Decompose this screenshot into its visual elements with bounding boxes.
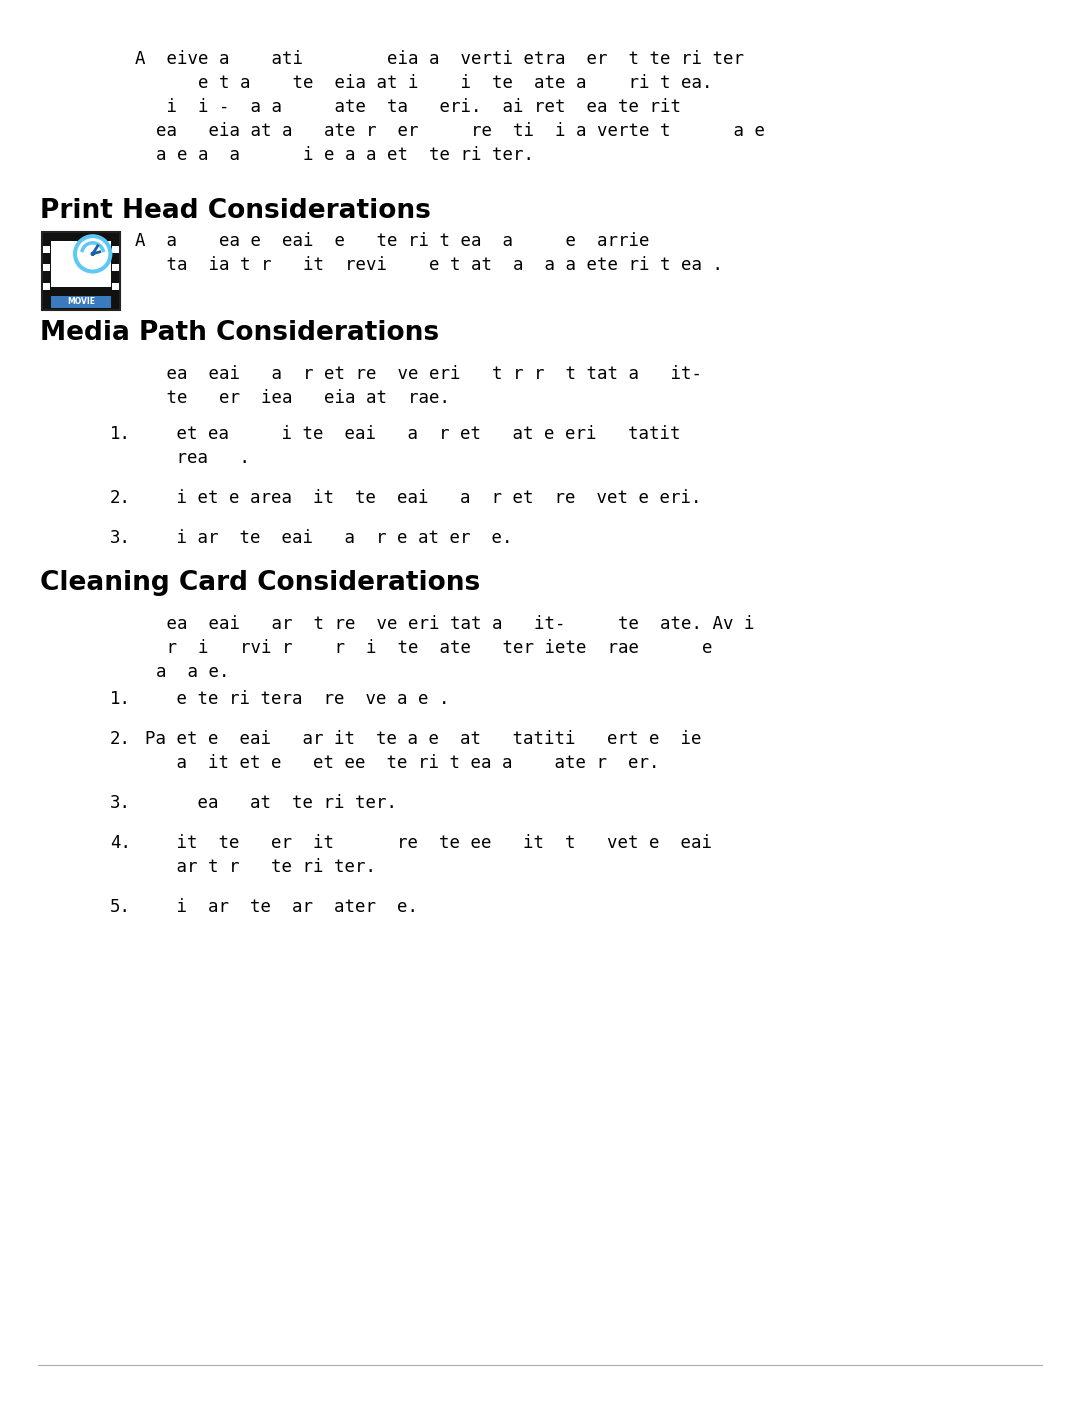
Text: 5.: 5. [110,898,131,916]
Text: 1.: 1. [110,425,131,443]
Text: i  i -  a a     ate  ta   eri.  ai ret  ea te rit: i i - a a ate ta eri. ai ret ea te rit [135,97,681,116]
FancyBboxPatch shape [43,246,50,253]
Text: 3.: 3. [110,794,131,812]
Text: it  te   er  it      re  te ee   it  t   vet e  eai: it te er it re te ee it t vet e eai [145,834,712,851]
Text: a  it et e   et ee  te ri t ea a    ate r  er.: a it et e et ee te ri t ea a ate r er. [145,754,660,772]
Text: i  ar  te  ar  ater  e.: i ar te ar ater e. [145,898,418,916]
Circle shape [73,234,111,273]
Text: te   er  iea   eia at  rae.: te er iea eia at rae. [135,388,450,407]
FancyBboxPatch shape [42,232,120,311]
Text: i et e area  it  te  eai   a  r et  re  vet e eri.: i et e area it te eai a r et re vet e er… [145,489,702,507]
Text: Media Path Considerations: Media Path Considerations [40,321,440,346]
Text: ea  eai   ar  t re  ve eri tat a   it-     te  ate. Av i: ea eai ar t re ve eri tat a it- te ate. … [135,616,755,633]
Text: e t a    te  eia at i    i  te  ate a    ri t ea.: e t a te eia at i i te ate a ri t ea. [135,73,713,92]
Text: 2.: 2. [110,730,131,748]
Text: Pa et e  eai   ar it  te a e  at   tatiti   ert e  ie: Pa et e eai ar it te a e at tatiti ert e… [145,730,702,748]
Circle shape [91,253,94,256]
Text: ta  ia t r   it  revi    e t at  a  a a ete ri t ea .: ta ia t r it revi e t at a a a ete ri t … [135,256,723,274]
FancyBboxPatch shape [51,241,111,287]
Text: r  i   rvi r    r  i  te  ate   ter iete  rae      e: r i rvi r r i te ate ter iete rae e [135,640,713,657]
Text: Cleaning Card Considerations: Cleaning Card Considerations [40,570,481,596]
Text: et ea     i te  eai   a  r et   at e eri   tatit: et ea i te eai a r et at e eri tatit [145,425,680,443]
Circle shape [78,239,108,268]
Text: A  eive a    ati        eia a  verti etra  er  t te ri ter: A eive a ati eia a verti etra er t te ri… [135,49,744,68]
Text: Print Head Considerations: Print Head Considerations [40,198,431,225]
FancyBboxPatch shape [112,282,119,289]
Text: e te ri tera  re  ve a e .: e te ri tera re ve a e . [145,690,449,707]
Text: ea  eai   a  r et re  ve eri   t r r  t tat a   it-: ea eai a r et re ve eri t r r t tat a it… [135,364,702,383]
FancyBboxPatch shape [112,264,119,271]
Text: 3.: 3. [110,530,131,546]
Text: MOVIE: MOVIE [67,298,95,306]
Text: A  a    ea e  eai  e   te ri t ea  a     e  arrie: A a ea e eai e te ri t ea a e arrie [135,232,649,250]
FancyBboxPatch shape [43,282,50,289]
Text: ea   eia at a   ate r  er     re  ti  i a verte t      a e: ea eia at a ate r er re ti i a verte t a… [135,121,765,140]
Text: ar t r   te ri ter.: ar t r te ri ter. [145,858,376,875]
Text: a e a  a      i e a a et  te ri ter.: a e a a i e a a et te ri ter. [135,145,534,164]
Text: a  a e.: a a e. [135,664,229,681]
Text: 2.: 2. [110,489,131,507]
Text: i ar  te  eai   a  r e at er  e.: i ar te eai a r e at er e. [145,530,513,546]
Text: 4.: 4. [110,834,131,851]
FancyBboxPatch shape [43,264,50,271]
FancyBboxPatch shape [51,297,111,308]
Text: 1.: 1. [110,690,131,707]
Text: ea   at  te ri ter.: ea at te ri ter. [145,794,397,812]
Text: rea   .: rea . [145,449,249,467]
FancyBboxPatch shape [112,246,119,253]
